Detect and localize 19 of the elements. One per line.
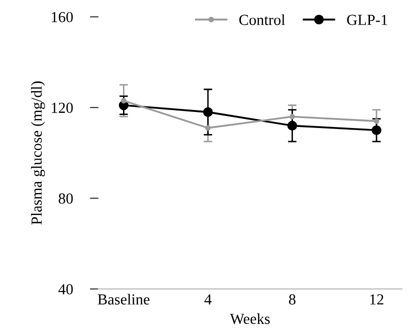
x-tick-label: Baseline (98, 294, 150, 305)
x-axis-title: Weeks (230, 313, 270, 324)
y-tick-label: 80 (58, 193, 73, 204)
y-tick-label: 160 (52, 12, 73, 22)
x-tick-label: 8 (289, 294, 296, 305)
point (374, 118, 380, 124)
legend-label: GLP-1 (347, 14, 388, 26)
point (287, 120, 298, 131)
x-tick-label: 4 (204, 294, 212, 304)
legend-label: Control (239, 14, 286, 26)
y-tick-label: 40 (58, 284, 73, 294)
point (205, 125, 211, 131)
point (289, 114, 296, 120)
y-axis-title: Plasma glucose (mg/dl) (31, 81, 45, 225)
point (120, 98, 126, 104)
y-tick-label: 120 (52, 102, 73, 113)
point (203, 107, 213, 117)
point (372, 125, 382, 136)
x-tick-label: 12 (370, 294, 384, 304)
